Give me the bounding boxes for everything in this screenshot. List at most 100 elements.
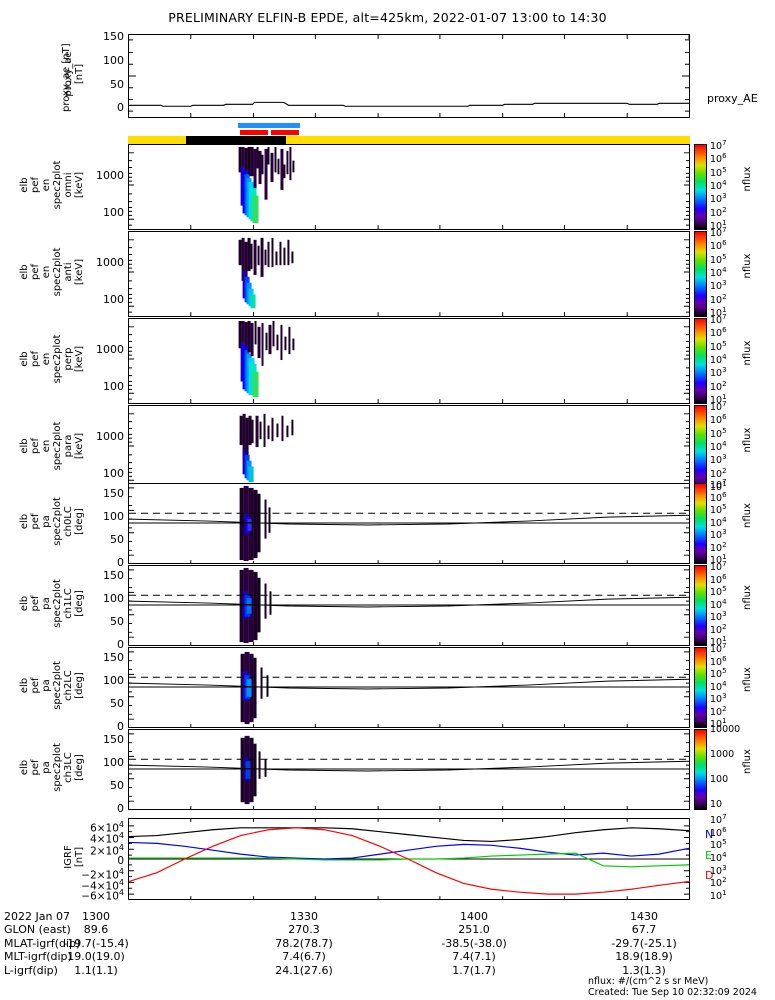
colorbar-tick: 101	[710, 306, 727, 320]
panel-en-perp[interactable]	[128, 318, 690, 404]
colorbar-tick: 102	[710, 466, 727, 480]
colorbar-tick: 101	[710, 219, 727, 233]
ytitle-en-perp-3: spec2plot	[52, 334, 63, 384]
colorbar-tick: 104	[710, 353, 727, 367]
page-title: PRELIMINARY ELFIN-B EPDE, alt=425km, 202…	[168, 10, 607, 25]
ytitle-en-perp-4: perp	[63, 347, 74, 371]
colorbar-title: nflux	[742, 427, 753, 453]
colorbar-tick: 101	[710, 393, 727, 407]
ytitle-en-para-4: para	[63, 434, 74, 458]
en-para-plot-area	[129, 413, 689, 490]
ytitle-en-para-1: pef	[30, 437, 41, 455]
colorbar-title: nflux	[742, 585, 753, 610]
colorbar-tick: 106	[710, 152, 727, 166]
colorbar-pa-ch2lc	[694, 647, 707, 728]
metadata-value: 19.0(19.0)	[67, 950, 125, 964]
metadata-value: 24.1(27.6)	[275, 963, 333, 977]
colorbar-tick: 106	[710, 326, 727, 340]
ytitle-en-para-3: spec2plot	[52, 421, 63, 471]
panel-pa-ch3lc[interactable]	[128, 729, 690, 810]
colorbar-tick: 107	[710, 642, 727, 656]
colorbar-en-omni	[694, 144, 707, 230]
ytitle-pa-ch0lc-1: pef	[30, 513, 41, 530]
proxy-ae-ytick-50: 50	[110, 78, 124, 91]
proxy-ae-ytick-0: 0	[117, 101, 124, 114]
metadata-value: 251.0	[458, 923, 490, 937]
status-bar-yellow[interactable]	[128, 136, 690, 144]
colorbar-tick: 101	[710, 480, 727, 494]
ytitle-en-omni-3: spec2plot	[52, 160, 63, 210]
status-bar-red-1[interactable]	[240, 130, 268, 135]
panel-en-anti[interactable]	[128, 231, 690, 317]
panel-pa-ch1lc[interactable]	[128, 565, 690, 646]
colorbar-tick: 105	[710, 426, 727, 440]
colorbar-tick: 102	[710, 704, 727, 718]
colorbar-tick: 103	[710, 528, 727, 542]
en-para-spectrogram-data	[239, 413, 294, 483]
igrf-total-curve	[129, 827, 689, 843]
panel-pa-ch0lc[interactable]	[128, 483, 690, 564]
igrf-plot-area	[129, 819, 689, 899]
en-anti-ytick-1000: 1000	[96, 256, 124, 269]
ytitle-en-anti-4: anti	[63, 262, 74, 282]
colorbar-tick: 102	[710, 540, 727, 554]
pa-ch3lc-spectrogram-data	[240, 735, 267, 805]
metadata-value: 67.7	[631, 923, 657, 937]
pa-ch3lc-ytick-150: 150	[103, 733, 124, 746]
metadata-label: 2022 Jan 07	[4, 910, 70, 923]
ytitle-pa-ch3lc-0: elb	[19, 759, 30, 776]
igrf-ytick-m4e4: −4×104	[81, 878, 124, 893]
panel-igrf[interactable]	[128, 818, 690, 900]
metadata-label: MLAT-igrf(dip)	[4, 936, 81, 950]
ytitle-pa-ch0lc-3: spec2plot	[52, 497, 63, 546]
panel-en-para[interactable]	[128, 405, 690, 491]
colorbar-pa-ch0lc	[694, 483, 707, 564]
metadata-value: -19.7(-15.4)	[63, 936, 129, 950]
colorbar-tick: 105	[710, 339, 727, 353]
ytitle-en-perp-2: en	[41, 352, 52, 366]
pa-ch2lc-plot-area	[129, 651, 689, 727]
ytitle-en-omni-1: pef	[30, 176, 41, 194]
panel-pa-ch2lc[interactable]	[128, 647, 690, 728]
colorbar-en-para	[694, 405, 707, 491]
status-bar-black[interactable]	[186, 136, 286, 144]
status-bar-red-2[interactable]	[271, 130, 299, 135]
ytitle-en-perp-1: pef	[30, 350, 41, 368]
igrf-ytick-4e4: 4×104	[90, 831, 124, 846]
panel-en-omni[interactable]	[128, 144, 690, 230]
ytitle-en-para-2: en	[41, 439, 52, 453]
ytitle-pa-ch3lc-4: ch3LC	[63, 752, 74, 783]
proxy-ae-plot-area	[129, 35, 689, 117]
igrf-ytick-m2e4: −2×104	[81, 867, 124, 882]
en-perp-ytick-1000: 1000	[96, 343, 124, 356]
colorbar-tick: 106	[710, 239, 727, 253]
metadata-value: 18.9(18.9)	[615, 950, 673, 964]
en-omni-ytick-100: 100	[103, 206, 124, 219]
colorbar-en-perp	[694, 318, 707, 404]
en-para-ytick-1000: 1000	[96, 430, 124, 443]
colorbar-tick: 104	[710, 440, 727, 454]
colorbar-pa-ch3lc	[694, 729, 707, 810]
colorbar-tick: 104	[710, 179, 727, 193]
colorbar-tick: 105	[710, 838, 727, 852]
pa-ch1lc-ytick-150: 150	[103, 569, 124, 582]
pa-ch2lc-spectrogram-data	[240, 651, 269, 725]
status-bar-blue[interactable]	[238, 123, 300, 128]
colorbar-tick: 107	[710, 226, 727, 240]
igrf-legend-e: E	[705, 849, 712, 862]
proxy-ae-ytick-150: 150	[103, 30, 124, 43]
ytitle-en-anti-2: en	[41, 265, 52, 279]
pa-ch3lc-ytick-0: 0	[117, 802, 124, 815]
ytitle-pa-ch1lc-1: pef	[30, 595, 41, 612]
metadata-value: 7.4(7.1)	[452, 950, 496, 964]
pa-ch0lc-plot-area	[129, 485, 689, 563]
colorbar-tick: 105	[710, 667, 727, 681]
pa-ch2lc-ytick-0: 0	[117, 720, 124, 733]
colorbar-tick: 104	[710, 597, 727, 611]
panel-proxy-ae[interactable]	[128, 34, 690, 118]
en-anti-plot-area	[129, 237, 689, 316]
ytitle-pa-ch2lc-5: [deg]	[74, 672, 85, 699]
pa-ch3lc-ytick-50: 50	[110, 779, 124, 792]
metadata-value: -38.5(-38.0)	[441, 936, 507, 950]
ytitle-en-para-0: elb	[19, 438, 30, 454]
